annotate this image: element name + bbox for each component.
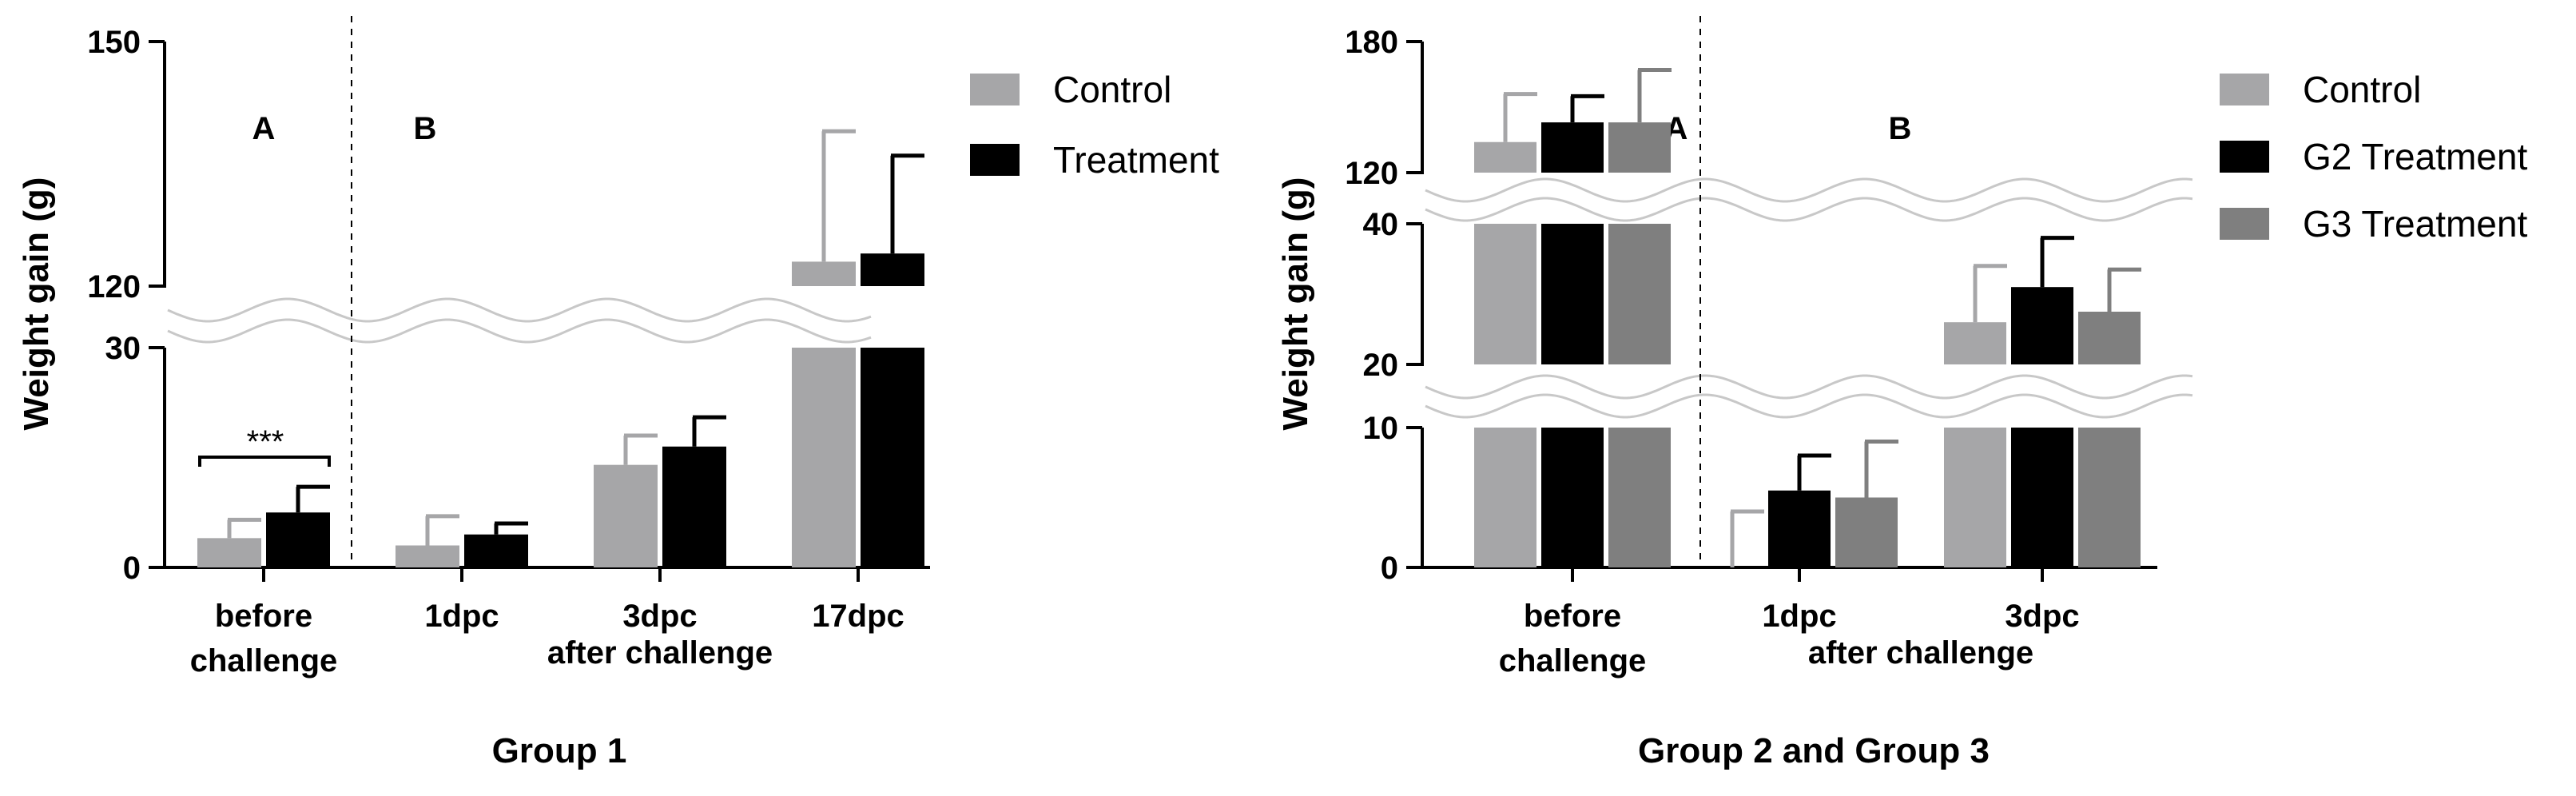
x-group-label: after challenge [547,635,773,671]
bar-g2-treatment [1768,490,1831,567]
bar-g2-treatment [1541,122,1604,173]
bar-g3-treatment [1608,428,1671,567]
x-tick-label: 3dpc [622,599,697,634]
x-tick-label: 3dpc [2005,599,2079,634]
bar-control [792,348,856,567]
bar-treatment [266,512,330,567]
legend-swatch [970,144,1020,176]
x-tick-label: challenge [190,643,338,679]
bar-control [1474,428,1536,567]
legend-label: G3 Treatment [2303,203,2527,245]
axis-break-wave [1425,197,2193,222]
y-tick-label: 150 [87,25,141,60]
significance-label: *** [247,424,284,460]
axis-break-wave [1425,374,2193,400]
y-axis-label: Weight gain (g) [17,177,56,431]
y-tick-label: 120 [87,269,141,304]
axis-break-wave [1425,177,2193,203]
legend-label: G2 Treatment [2303,136,2527,177]
bar-g2-treatment [2011,428,2073,567]
y-tick-label: 40 [1363,207,1399,242]
bar-control [1474,224,1536,364]
y-tick-label: 0 [1381,551,1398,586]
y-tick-label: 10 [1363,411,1399,446]
chart-title: Group 1 [492,731,627,770]
bar-control [197,538,261,567]
bar-treatment [861,348,924,567]
x-tick-label: 1dpc [1762,599,1836,634]
x-tick-label: 17dpc [812,599,904,634]
bar-treatment [662,446,726,567]
legend-label: Treatment [1053,139,1219,181]
legend-swatch [2220,141,2269,173]
legend-label: Control [1053,69,1171,110]
section-label: B [414,111,437,146]
legend-swatch [2220,208,2269,240]
bar-g2-treatment [1541,428,1604,567]
axis-break-wave [1425,393,2193,419]
bar-control [1944,428,2006,567]
bar-treatment [861,253,924,286]
bar-g3-treatment [2078,428,2141,567]
y-tick-label: 30 [105,331,141,366]
x-tick-label: before [1524,599,1621,634]
section-label: B [1889,111,1912,146]
bar-g3-treatment [1835,497,1898,567]
axis-break-wave [167,318,872,344]
bar-control [396,545,459,567]
bar-g3-treatment [1608,122,1671,173]
x-tick-label: before [215,599,312,634]
significance-bracket [198,456,331,467]
bar-control [792,261,856,286]
y-tick-label: 0 [123,551,141,586]
chart-title: Group 2 and Group 3 [1638,731,1990,770]
legend-label: Control [2303,69,2421,110]
bar-g3-treatment [2078,312,2141,364]
y-tick-label: 120 [1345,156,1398,191]
bar-g2-treatment [2011,287,2073,364]
bar-g2-treatment [1541,224,1604,364]
y-axis-label: Weight gain (g) [1276,177,1315,431]
bar-control [1474,141,1536,173]
legend-swatch [970,74,1020,105]
x-tick-label: 1dpc [424,599,499,634]
bar-g3-treatment [1608,224,1671,364]
x-tick-label: challenge [1499,643,1647,679]
y-tick-label: 180 [1345,25,1398,60]
bar-control [1944,322,2006,364]
y-tick-label: 20 [1363,348,1399,383]
section-label: A [252,111,276,146]
legend-swatch [2220,74,2269,105]
axis-break-wave [167,297,872,323]
x-group-label: after challenge [1808,635,2033,671]
bar-treatment [464,534,528,567]
bar-control [594,464,658,567]
